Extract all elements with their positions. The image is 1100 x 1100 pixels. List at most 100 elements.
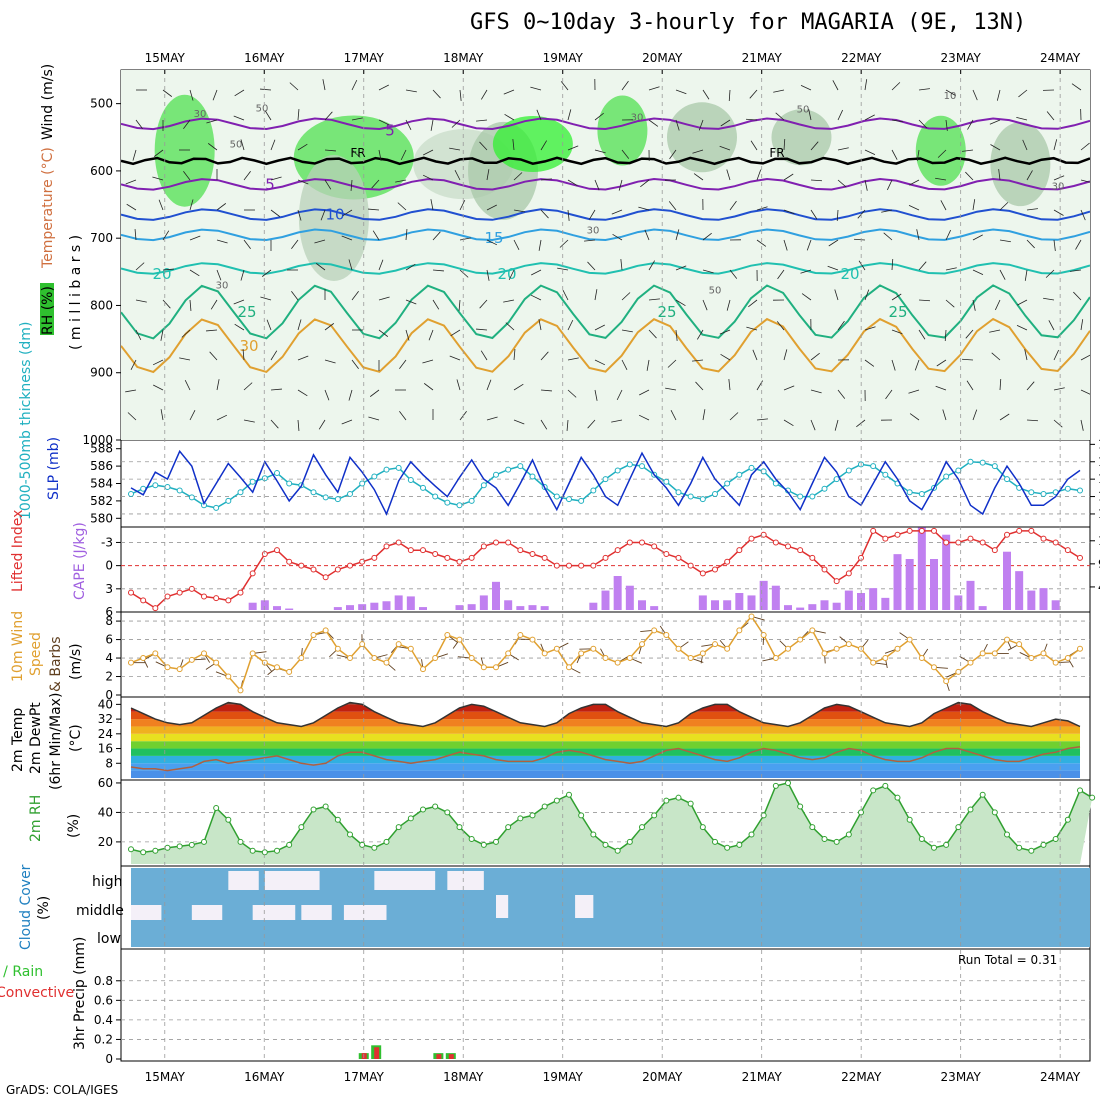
thickness-point [1040, 490, 1047, 497]
wind-barb [423, 149, 434, 156]
rh2m-point [493, 838, 499, 845]
cape-bar [467, 604, 476, 610]
wind-barb [594, 324, 605, 331]
rh2m-point [286, 841, 293, 848]
wind-barb [567, 389, 577, 398]
lifted-index-point [310, 566, 317, 573]
lifted-index-point [809, 554, 816, 561]
rh-contour-region [771, 109, 832, 166]
cloud-gap [496, 895, 509, 918]
wind-tick-label: 4 [105, 651, 113, 665]
wind-speed-point [322, 627, 329, 634]
cape-bar [589, 602, 598, 610]
thickness-point [468, 497, 475, 504]
rh2m-point [420, 806, 426, 813]
wind-barb [756, 169, 762, 181]
rh2m-point [687, 800, 694, 807]
wind-speed-point [152, 650, 159, 657]
top-date-label: 15MAY [145, 51, 186, 65]
temp2m-label: 2m Temp [10, 708, 26, 772]
lifted-index-point [188, 585, 195, 592]
wind-barb [961, 358, 974, 361]
wind-barb [242, 349, 245, 361]
top-date-label: 22MAY [841, 51, 882, 65]
temp2m-line [130, 701, 1081, 728]
lifted-index-point [480, 543, 487, 550]
wind-barb [449, 355, 461, 361]
wind-barb [1080, 419, 1084, 431]
lifted-index-tick-label: 3 [105, 582, 113, 596]
cape-bar [382, 601, 391, 610]
cape-bar [492, 581, 500, 610]
rh2m-point [578, 812, 585, 819]
pressure-tick-label: 800 [90, 298, 113, 312]
rh2m-point [967, 806, 974, 813]
cape-bar [905, 559, 914, 610]
temp-band [131, 748, 1080, 756]
lifted-index-point [967, 535, 974, 542]
wind-barb [216, 379, 220, 391]
thickness-point [553, 493, 560, 500]
thickness-point [797, 493, 804, 500]
rh2m-point [480, 841, 487, 848]
thickness-point [517, 463, 524, 470]
lifted-index-point [164, 593, 171, 600]
wind-barb [940, 200, 947, 211]
wind10-label: 10m Wind [10, 611, 26, 682]
rh2m-point [444, 809, 451, 816]
wind-barb [432, 269, 444, 272]
wind-barb [914, 359, 920, 371]
cape-bar [625, 585, 634, 610]
thickness-point [712, 490, 718, 497]
wind-barb [891, 258, 894, 271]
wind-barb [243, 382, 253, 391]
wind-barb [640, 179, 650, 188]
wind-barb [530, 86, 542, 91]
wind-barb [667, 359, 677, 368]
wind-barb [972, 409, 978, 421]
rh2m-label: 2m RH [28, 795, 44, 842]
wind-barb [508, 269, 515, 281]
wind-barb [916, 149, 920, 161]
wind-barb [858, 260, 866, 271]
rh-contour-label: 30 [631, 112, 644, 123]
rh2m-point [201, 838, 207, 845]
wind-barb [937, 149, 947, 158]
wind-barb [454, 170, 461, 181]
cape-bar [516, 606, 525, 610]
wind-speed-point [456, 636, 463, 643]
wind-barb [476, 328, 488, 331]
cape-bar [419, 607, 427, 610]
wind-barb [837, 109, 844, 121]
cape-bar [747, 595, 756, 610]
wind-barb [153, 384, 164, 391]
wind-barb [864, 179, 868, 191]
wind-barb [240, 269, 245, 281]
wind-speed-point [298, 655, 305, 662]
wind-barb [883, 232, 893, 241]
wind-barb [567, 145, 579, 151]
wind-barb [206, 119, 218, 124]
wind-barb [909, 413, 920, 421]
lifted-index-point [274, 547, 280, 554]
wind-speed-point [310, 631, 317, 638]
cloud-gap [301, 905, 332, 920]
wind-barb [648, 298, 660, 301]
wind-barb [621, 359, 628, 370]
wind-speed-point [991, 650, 998, 657]
wind-barb [648, 86, 660, 91]
cape-bar [735, 593, 744, 610]
wind-barb [400, 149, 407, 161]
wind-barb [432, 299, 440, 310]
wind-barb [999, 239, 1011, 243]
wind-barb [183, 170, 191, 181]
rh-legend-swatch [40, 283, 54, 335]
thickness-point [833, 476, 840, 483]
lifted-index-point [1016, 527, 1023, 534]
temp-tick-label: 40 [98, 697, 113, 711]
wind-barb [132, 149, 137, 161]
wind-barb [351, 359, 359, 370]
wind-barb [965, 329, 974, 339]
wind-barb [756, 206, 768, 211]
wind-barb [567, 357, 579, 361]
